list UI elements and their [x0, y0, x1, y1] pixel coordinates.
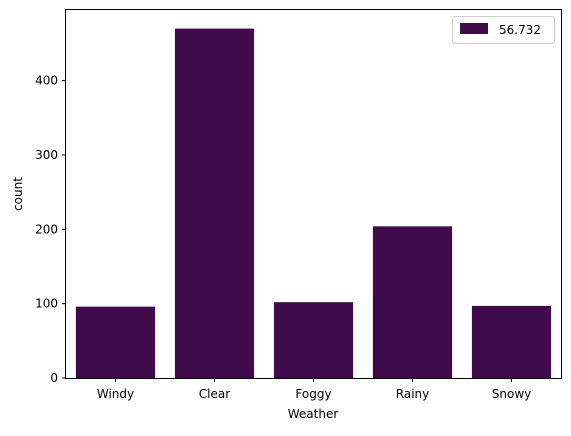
x-axis-label: Weather	[288, 407, 339, 421]
y-tick-label: 300	[35, 148, 58, 162]
bar-snowy	[471, 305, 552, 378]
plot-frame	[65, 9, 562, 379]
x-tick-label: Snowy	[492, 387, 531, 401]
legend-label: 56.732	[499, 23, 541, 37]
bar-clear	[174, 28, 255, 379]
bar-windy	[75, 306, 156, 378]
bar-rainy	[372, 226, 453, 378]
x-tick-label: Rainy	[396, 387, 429, 401]
y-axis-label: count	[11, 177, 25, 211]
legend-swatch	[460, 23, 488, 34]
bars-group	[75, 28, 552, 379]
y-axis: 0 100 200 300 400	[35, 74, 66, 385]
y-tick-label: 200	[35, 222, 58, 236]
x-tick-label: Foggy	[295, 387, 331, 401]
x-axis: Windy Clear Foggy Rainy Snowy	[97, 378, 531, 401]
x-tick-label: Clear	[199, 387, 230, 401]
y-tick-label: 400	[35, 74, 58, 88]
y-tick-label: 100	[35, 297, 58, 311]
x-tick-label: Windy	[97, 387, 134, 401]
y-tick-label: 0	[50, 371, 58, 385]
bar-foggy	[273, 302, 354, 378]
legend: 56.732	[452, 16, 555, 44]
